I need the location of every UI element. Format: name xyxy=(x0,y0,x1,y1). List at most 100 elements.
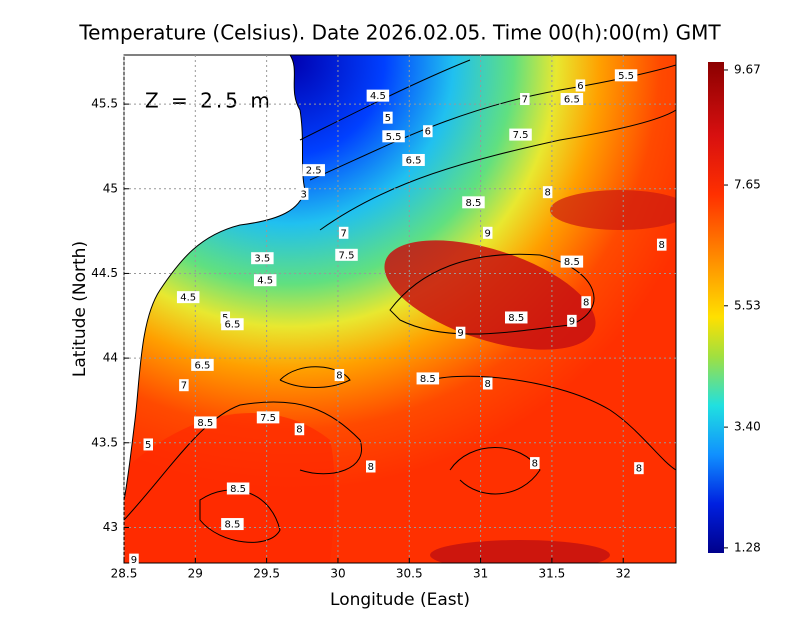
contour-label-box xyxy=(455,326,466,339)
colorbar-tick-label: 7.65 xyxy=(734,178,761,192)
contour-label: 4.5 xyxy=(257,276,273,287)
contour-label: 9 xyxy=(569,316,575,327)
x-tick-label: 29 xyxy=(188,567,203,581)
x-tick-label: 30 xyxy=(330,567,345,581)
contour-label-box xyxy=(614,69,638,82)
x-axis-label: Longitude (East) xyxy=(330,590,470,610)
contour-label-box xyxy=(221,518,244,531)
contour-label-box xyxy=(560,93,584,106)
colorbar xyxy=(708,62,724,553)
contour-label: 9 xyxy=(131,555,137,566)
x-tick-label: 30.5 xyxy=(396,567,423,581)
plot-frame xyxy=(123,54,677,564)
contour-label-box xyxy=(423,125,433,138)
contour-label: 3.5 xyxy=(254,254,270,265)
contour-label: 6.5 xyxy=(194,360,210,371)
contour-label-box xyxy=(179,379,189,392)
contour-label: 8 xyxy=(336,371,342,382)
x-tick-label: 31 xyxy=(473,567,488,581)
contour-label: 8 xyxy=(532,459,538,470)
contour-label-box xyxy=(634,462,644,475)
contour-label-box xyxy=(221,318,244,331)
contour-label-box xyxy=(366,89,390,102)
contour-label-box xyxy=(509,128,532,141)
contour-label: 8 xyxy=(544,188,550,199)
contour-label: 8 xyxy=(485,379,491,390)
contour-label-box xyxy=(462,196,485,209)
contour-label: 8.5 xyxy=(508,313,524,324)
contour-label-box xyxy=(520,93,530,106)
contour-label: 6 xyxy=(425,127,431,138)
contour-label-box xyxy=(298,187,309,200)
contour-label: 7 xyxy=(340,228,346,239)
contour-label-box xyxy=(504,311,528,324)
x-tick-label: 31.5 xyxy=(539,567,566,581)
y-axis-label: Latitude (North) xyxy=(70,241,90,377)
x-tick-label: 32 xyxy=(616,567,631,581)
contour-label: 8.5 xyxy=(564,257,580,268)
contour-label-box xyxy=(383,111,393,124)
contour-label-box xyxy=(482,226,493,239)
contour-label-box xyxy=(416,372,440,385)
chart-title: Temperature (Celsius). Date 2026.02.05. … xyxy=(78,21,721,45)
contour-label: 8 xyxy=(636,464,642,475)
contour-label: 4.5 xyxy=(370,91,386,102)
contour-label-box xyxy=(581,296,591,309)
contour-label: 5 xyxy=(385,113,391,124)
contour-label: 8 xyxy=(296,425,302,436)
contour-label: 6.5 xyxy=(406,155,422,166)
contour-label-box xyxy=(253,274,277,287)
contour-label-box xyxy=(542,186,553,199)
colorbar-tick-label: 5.53 xyxy=(734,298,761,312)
x-tick-label: 28.5 xyxy=(111,567,138,581)
contour-label: 7 xyxy=(522,95,528,106)
contour-label: 6 xyxy=(577,81,583,92)
land xyxy=(124,55,306,501)
contour-label-box xyxy=(220,311,231,324)
contour-label: 2.5 xyxy=(306,166,322,177)
field xyxy=(124,55,676,563)
contour-label-box xyxy=(256,411,280,424)
y-tick-label: 45 xyxy=(103,181,118,195)
contour-label-box xyxy=(382,130,405,143)
contour-label-box xyxy=(482,377,493,390)
warm-core xyxy=(430,540,610,563)
contour-label-box xyxy=(335,248,358,261)
contour-label-box xyxy=(191,358,214,371)
contour-label-box xyxy=(176,291,200,304)
warm-core xyxy=(384,240,596,350)
contour-label: 6.5 xyxy=(224,320,240,331)
contour-label: 5 xyxy=(145,440,151,451)
contour-label: 8 xyxy=(583,298,589,309)
contour-label-box xyxy=(194,416,217,429)
colorbar-tick-label: 3.40 xyxy=(734,420,761,434)
contour-label: 3 xyxy=(301,189,307,200)
depth-annotation: Z = 2.5 m xyxy=(145,89,273,113)
y-tick-label: 44 xyxy=(103,351,118,365)
contour-label: 5.5 xyxy=(618,71,634,82)
contour-label-box xyxy=(251,252,274,265)
y-tick-label: 43.5 xyxy=(91,435,118,449)
contour-label: 5.5 xyxy=(386,132,402,143)
colorbar-tick-label: 1.28 xyxy=(734,540,761,554)
contour-label-box xyxy=(567,314,577,327)
contour-label-box xyxy=(575,79,586,92)
y-tick-label: 43 xyxy=(103,520,118,534)
contour-label-box xyxy=(338,226,349,239)
contour-label: 9 xyxy=(485,228,491,239)
contour-label: 7.5 xyxy=(260,413,276,424)
contour-label: 8.5 xyxy=(420,374,436,385)
contour-label: 7.5 xyxy=(339,250,355,261)
colorbar-tick-label: 9.67 xyxy=(734,62,761,76)
contour-label: 7 xyxy=(181,381,187,392)
contour-label: 8 xyxy=(659,240,665,251)
contour-label: 7.5 xyxy=(513,130,529,141)
contour-label: 4.5 xyxy=(180,293,196,304)
contour-label: 8.5 xyxy=(230,484,246,495)
contour-label-box xyxy=(560,255,584,268)
contour-label-box xyxy=(143,438,153,451)
contour-label-box xyxy=(294,423,305,436)
y-tick-label: 44.5 xyxy=(91,266,118,280)
contour-label-box xyxy=(656,238,667,251)
